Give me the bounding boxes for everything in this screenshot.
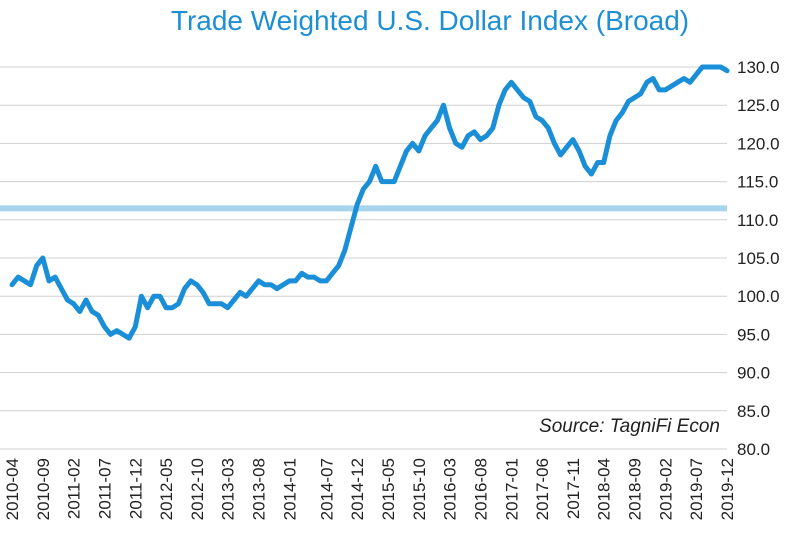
y-tick-label: 120.0: [737, 134, 780, 153]
x-tick-label: 2018-09: [626, 458, 645, 520]
x-tick-label: 2011-02: [65, 458, 84, 519]
x-tick-label: 2019-02: [656, 458, 675, 520]
x-tick-label: 2018-04: [595, 458, 614, 520]
y-tick-label: 105.0: [737, 249, 780, 268]
x-tick-label: 2019-12: [718, 458, 737, 520]
y-tick-label: 110.0: [737, 211, 778, 230]
y-tick-label: 85.0: [737, 402, 770, 421]
x-tick-label: 2014-12: [348, 458, 367, 520]
x-tick-label: 2012-05: [157, 458, 176, 520]
y-tick-label: 130.0: [737, 58, 780, 77]
y-tick-label: 125.0: [737, 96, 780, 115]
x-tick-label: 2010-04: [3, 458, 22, 520]
x-tick-label: 2015-10: [410, 458, 429, 520]
y-tick-label: 95.0: [737, 325, 770, 344]
x-tick-label: 2017-06: [533, 458, 552, 520]
x-tick-label: 2011-12: [126, 458, 145, 519]
y-tick-label: 90.0: [737, 364, 770, 383]
x-tick-label: 2017-11: [564, 458, 583, 519]
x-tick-label: 2016-08: [471, 458, 490, 520]
y-tick-label: 100.0: [737, 287, 780, 306]
y-tick-label: 80.0: [737, 440, 770, 459]
x-tick-label: 2019-07: [687, 458, 706, 520]
x-tick-label: 2011-07: [95, 458, 114, 519]
x-tick-label: 2012-10: [188, 458, 207, 520]
source-note: Source: TagniFi Econ: [539, 416, 720, 437]
x-tick-label: 2010-09: [34, 458, 53, 520]
x-tick-label: 2013-08: [250, 458, 269, 520]
data-line: [9, 64, 730, 341]
x-tick-label: 2014-07: [317, 458, 336, 520]
x-tick-label: 2016-03: [441, 458, 460, 520]
x-tick-label: 2015-05: [379, 458, 398, 520]
x-tick-label: 2014-01: [280, 458, 299, 520]
y-tick-label: 115.0: [737, 173, 778, 192]
chart-title: Trade Weighted U.S. Dollar Index (Broad): [171, 5, 689, 36]
x-tick-label: 2017-01: [502, 458, 521, 520]
x-tick-label: 2013-03: [219, 458, 238, 520]
